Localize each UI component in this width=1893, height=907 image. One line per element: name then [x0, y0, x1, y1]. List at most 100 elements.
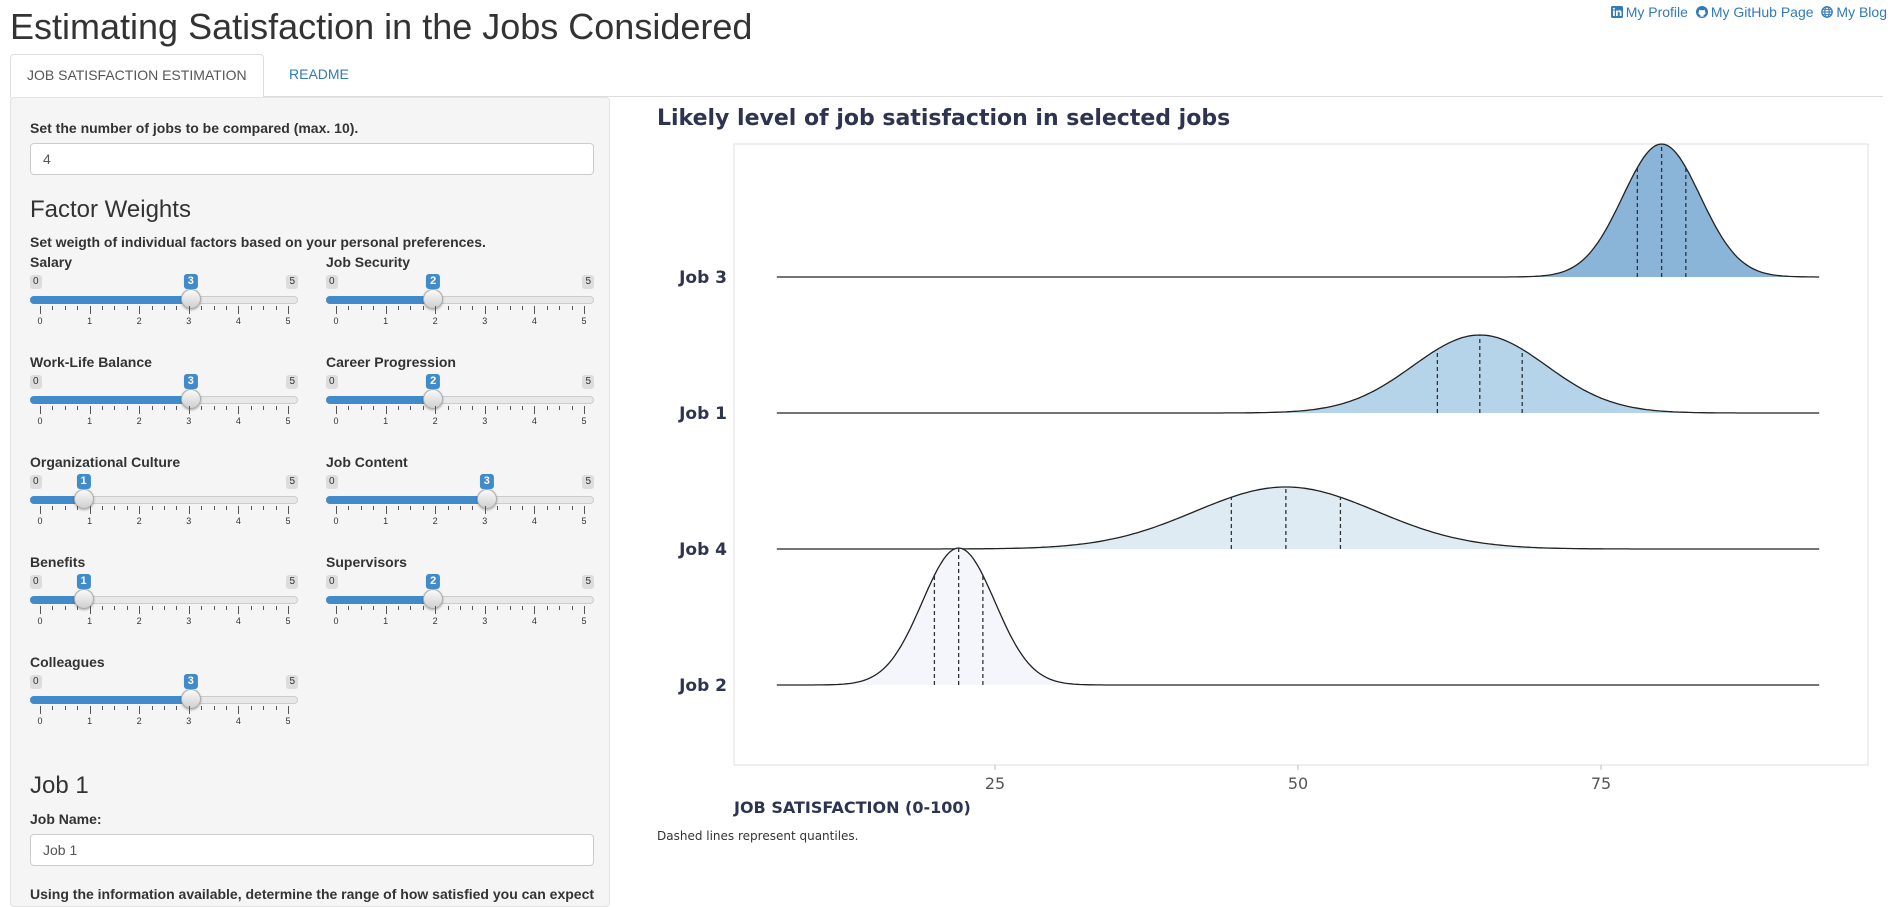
- benefits-label: Benefits: [30, 554, 86, 570]
- slider-tick-label: 5: [285, 716, 291, 726]
- salary-slider[interactable]: Salary 0 5 3 0 1 2 3 4 5: [30, 254, 298, 326]
- num-jobs-input[interactable]: [30, 143, 594, 175]
- slider-tick: [226, 506, 227, 510]
- slider-tick: [360, 406, 362, 410]
- slider-tick-label: 5: [581, 416, 587, 426]
- slider-tick: [472, 406, 474, 410]
- slider-max-label: 5: [286, 575, 298, 589]
- slider-min-label: 0: [326, 575, 338, 589]
- slider-tick: [213, 306, 215, 310]
- slider-max-label: 5: [286, 275, 298, 289]
- slider-tick: [77, 406, 79, 410]
- slider-tick: [164, 606, 165, 610]
- slider-tick: [348, 406, 350, 410]
- slider-tick-label: 5: [285, 516, 291, 526]
- slider-tick: [213, 606, 215, 610]
- slider-tick: [584, 406, 585, 414]
- slider-tick: [40, 406, 41, 414]
- slider-tick-label: 4: [531, 516, 537, 526]
- slider-tick: [263, 406, 265, 410]
- slider-tick-label: 2: [136, 516, 142, 526]
- slider-ticks: 0 1 2 3 4 5: [30, 606, 298, 626]
- slider-tick-label: 0: [333, 316, 339, 326]
- slider-tick: [571, 506, 573, 510]
- slider-tick: [213, 506, 215, 510]
- my-blog-link[interactable]: My Blog: [1821, 4, 1887, 20]
- slider-handle[interactable]: [180, 389, 201, 409]
- organizational-culture-label: Organizational Culture: [30, 454, 181, 470]
- slider-tick: [238, 706, 240, 714]
- career-progression-slider[interactable]: Career Progression 0 5 2 0 1 2 3 4 5: [326, 354, 594, 426]
- slider-tick: [447, 606, 449, 610]
- slider-tick: [571, 606, 573, 610]
- slider-tick: [164, 506, 165, 510]
- slider-tick: [398, 306, 399, 310]
- y-tick-label: Job 3: [678, 268, 727, 288]
- slider-tick: [226, 606, 227, 610]
- supervisors-slider[interactable]: Supervisors 0 5 2 0 1 2 3 4 5: [326, 554, 594, 626]
- slider-tick: [497, 506, 499, 510]
- slider-handle[interactable]: [180, 689, 201, 709]
- slider-tick: [151, 406, 153, 410]
- my-github-link[interactable]: My GitHub Page: [1695, 4, 1818, 20]
- density-line-job-3: [776, 143, 1820, 278]
- slider-min-label: 0: [30, 575, 42, 589]
- slider-handle[interactable]: [423, 289, 444, 309]
- slider-tick: [126, 606, 128, 610]
- slider-tick: [52, 306, 54, 310]
- slider-tick: [497, 606, 499, 610]
- slider-tick: [126, 306, 128, 310]
- work-life-balance-slider[interactable]: Work-Life Balance 0 5 3 0 1 2 3 4 5: [30, 354, 298, 426]
- slider-tick: [509, 306, 511, 310]
- slider-tick-label: 0: [333, 416, 339, 426]
- x-tick-label: 75: [1591, 774, 1611, 793]
- slider-tick: [534, 406, 536, 414]
- slider-handle[interactable]: [476, 489, 497, 509]
- slider-tick: [151, 606, 153, 610]
- slider-handle[interactable]: [180, 289, 201, 309]
- organizational-culture-slider[interactable]: Organizational Culture 0 5 1 0 1 2 3 4 5: [30, 454, 298, 526]
- slider-tick: [40, 706, 41, 714]
- slider-max-label: 5: [286, 475, 298, 489]
- job-content-slider[interactable]: Job Content 0 5 3 0 1 2 3 4 5: [326, 454, 594, 526]
- slider-max-label: 5: [286, 375, 298, 389]
- slider-handle[interactable]: [73, 489, 94, 509]
- slider-tick: [422, 306, 424, 310]
- colleagues-slider[interactable]: Colleagues 0 5 3 0 1 2 3 4 5: [30, 654, 298, 726]
- slider-tick-label: 3: [186, 416, 192, 426]
- slider-tick: [89, 506, 91, 514]
- slider-tick-label: 5: [285, 316, 291, 326]
- slider-tick-label: 1: [87, 416, 93, 426]
- slider-tick: [373, 406, 375, 410]
- slider-tick: [102, 406, 103, 410]
- slider-tick-label: 2: [432, 516, 438, 526]
- tab-readme[interactable]: README: [289, 66, 349, 82]
- my-profile-link[interactable]: My Profile: [1610, 4, 1692, 20]
- slider-tick: [139, 506, 141, 514]
- tab-job-satisfaction-estimation[interactable]: JOB SATISFACTION ESTIMATION: [10, 54, 264, 98]
- slider-tick: [151, 506, 153, 510]
- slider-handle[interactable]: [73, 589, 94, 609]
- slider-tick: [410, 506, 412, 510]
- density-area-job-3: [776, 144, 1820, 277]
- job-security-slider[interactable]: Job Security 0 5 2 0 1 2 3 4 5: [326, 254, 594, 326]
- slider-value-badge: 3: [183, 374, 198, 389]
- slider-handle[interactable]: [423, 589, 444, 609]
- slider-tick: [534, 506, 536, 514]
- slider-handle[interactable]: [423, 389, 444, 409]
- slider-value-badge: 3: [183, 674, 198, 689]
- slider-fill: [326, 396, 434, 404]
- slider-ticks: 0 1 2 3 4 5: [30, 706, 298, 726]
- benefits-slider[interactable]: Benefits 0 5 1 0 1 2 3 4 5: [30, 554, 298, 626]
- slider-tick: [447, 306, 449, 310]
- job-name-input[interactable]: [30, 834, 594, 866]
- slider-tick-label: 2: [136, 716, 142, 726]
- slider-tick: [176, 606, 178, 610]
- slider-tick: [288, 606, 289, 614]
- slider-tick: [89, 606, 91, 614]
- slider-tick: [484, 406, 486, 414]
- density-area-job-1: [776, 335, 1820, 413]
- job-security-label: Job Security: [326, 254, 411, 270]
- slider-tick: [484, 506, 486, 514]
- slider-tick: [472, 606, 474, 610]
